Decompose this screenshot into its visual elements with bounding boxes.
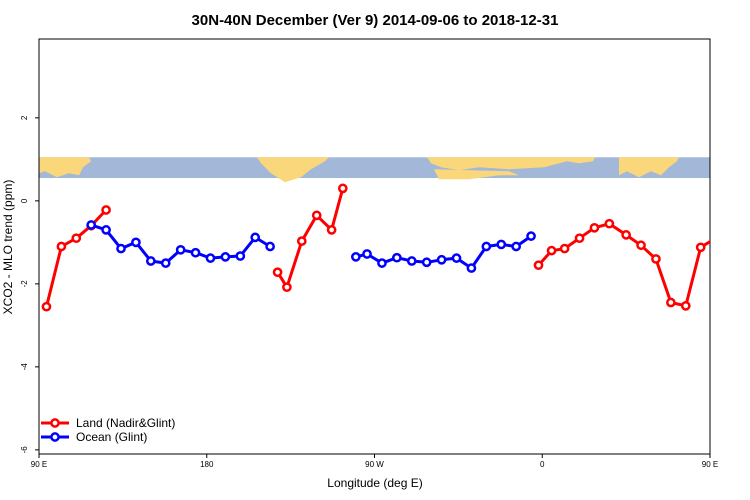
data-point	[526, 231, 536, 241]
data-point	[451, 253, 462, 263]
data-point	[265, 241, 275, 252]
data-point	[559, 243, 570, 254]
data-point	[160, 258, 171, 268]
data-point	[205, 253, 216, 263]
data-point	[272, 267, 283, 278]
data-point	[351, 252, 361, 262]
y-axis-label: XCO2 - MLO trend (ppm)	[1, 180, 15, 315]
x-tick-label: 90 W	[365, 460, 384, 469]
map-land-eurasia	[427, 157, 595, 171]
data-point	[651, 254, 661, 264]
y-tick-label: -6	[20, 446, 29, 454]
data-point	[326, 225, 337, 235]
series-line	[276, 188, 345, 289]
data-point	[101, 225, 111, 235]
data-point	[101, 205, 111, 215]
data-point	[41, 301, 52, 312]
y-tick-label: 2	[20, 115, 29, 120]
data-point	[740, 206, 747, 213]
data-point	[727, 221, 734, 228]
data-point	[282, 282, 292, 293]
data-point	[621, 230, 631, 240]
legend-swatch-marker	[50, 432, 60, 442]
data-point	[86, 220, 97, 230]
data-point	[190, 247, 201, 258]
data-point	[131, 237, 141, 248]
y-tick-label: -2	[20, 280, 29, 288]
map-land-north-america	[257, 157, 329, 183]
y-tick-label: 0	[20, 198, 29, 203]
map-land-asia	[39, 157, 91, 178]
data-point	[250, 232, 261, 243]
data-point	[695, 242, 706, 253]
series-land	[41, 183, 747, 312]
data-point	[175, 244, 186, 255]
x-axis: 90 E 180 90 W 0 90 E	[31, 454, 718, 469]
data-point	[546, 245, 557, 256]
data-point	[311, 210, 322, 221]
data-point	[466, 263, 477, 273]
map-land-africa	[434, 169, 519, 180]
series-ocean	[86, 220, 750, 273]
data-point	[727, 221, 734, 228]
data-point	[116, 243, 126, 254]
x-tick-label: 90 E	[31, 460, 47, 469]
x-tick-label: 180	[200, 460, 214, 469]
map-ocean	[39, 157, 710, 179]
series-line	[537, 222, 710, 308]
map-land-asia-east	[619, 157, 679, 178]
data-point	[56, 241, 67, 252]
data-point	[377, 258, 387, 268]
x-axis-label: Longitude (deg E)	[327, 476, 422, 490]
y-axis: -6 -4 -2 0 2	[20, 115, 39, 453]
data-point	[145, 256, 156, 266]
data-point	[511, 241, 522, 252]
data-point	[604, 218, 615, 229]
data-point	[589, 222, 600, 233]
data-point	[481, 241, 492, 252]
data-point	[666, 297, 676, 308]
legend: Land (Nadir&Glint)Ocean (Glint)	[41, 416, 175, 444]
data-point	[392, 252, 402, 263]
data-point	[574, 233, 585, 244]
data-point	[436, 254, 447, 265]
data-point	[421, 257, 432, 268]
data-point	[362, 249, 372, 259]
data-point	[406, 256, 417, 266]
map-strip	[39, 157, 710, 183]
series-layer	[41, 183, 750, 312]
data-point	[496, 239, 507, 250]
data-point	[680, 300, 691, 311]
chart-title: 30N-40N December (Ver 9) 2014-09-06 to 2…	[192, 12, 559, 29]
data-point	[636, 240, 646, 251]
data-point	[235, 251, 246, 261]
data-point	[533, 260, 544, 271]
data-point	[337, 183, 348, 194]
legend-label: Ocean (Glint)	[76, 430, 147, 444]
x-tick-label: 90 E	[702, 460, 718, 469]
y-tick-label: -4	[20, 363, 29, 371]
series-line	[731, 225, 750, 263]
data-point	[712, 235, 719, 242]
data-point	[742, 226, 749, 233]
data-point	[71, 233, 82, 244]
data-point	[296, 236, 307, 246]
x-tick-label: 0	[540, 460, 545, 469]
series-line	[45, 208, 108, 308]
data-point	[220, 252, 231, 262]
legend-swatch-marker	[50, 418, 60, 428]
legend-label: Land (Nadir&Glint)	[76, 416, 175, 430]
